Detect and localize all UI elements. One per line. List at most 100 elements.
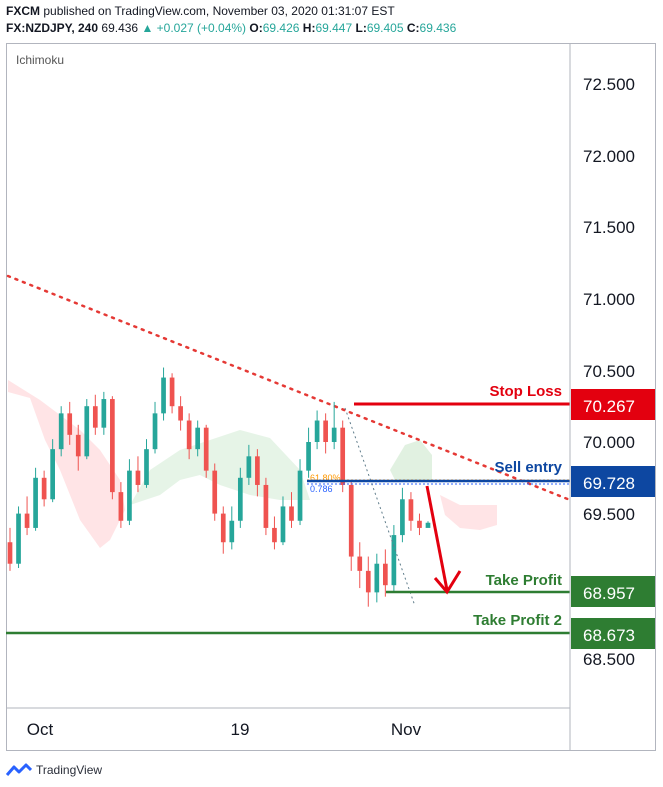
candle-body (212, 470, 218, 514)
y-tick-label: 72.000 (583, 147, 635, 166)
candle-body (118, 492, 124, 521)
stop-loss-badge: 70.267 (583, 397, 635, 416)
last-price: 69.436 (101, 21, 139, 35)
take-profit-label: Take Profit (486, 572, 562, 589)
high-value: 69.447 (315, 21, 353, 35)
symbol-line: FX:NZDJPY, 240 69.436 ▲ +0.027 (+0.04%) … (6, 21, 456, 35)
candle-body (417, 520, 422, 528)
take-profit-2-badge-bg (571, 618, 655, 649)
tradingview-brand[interactable]: TradingView (36, 763, 103, 777)
x-tick-label: Oct (27, 720, 54, 739)
footer: TradingView (6, 760, 102, 780)
chart-header: FXCM published on TradingView.com, Novem… (0, 0, 663, 40)
stop-loss-label: Stop Loss (489, 383, 562, 400)
arrow-head (433, 570, 462, 595)
candle-body (84, 406, 90, 457)
y-axis[interactable]: 72.500 72.000 71.500 71.000 70.500 70.00… (583, 75, 635, 669)
candle-body (280, 506, 286, 543)
low-label: L: (355, 21, 367, 35)
chart-frame[interactable] (6, 43, 656, 751)
indicator-label[interactable]: Ichimoku (16, 53, 65, 67)
candle-body (67, 413, 73, 435)
sell-entry-badge-bg (571, 466, 655, 497)
candle-body (289, 506, 294, 521)
cloud-bear-right (440, 495, 497, 530)
candles-group (7, 367, 431, 607)
candle-body (144, 449, 149, 485)
candle-body (203, 427, 209, 471)
fib-618-label: 61.80% (310, 473, 341, 483)
tradingview-logo-icon (6, 763, 32, 776)
symbol-label[interactable]: FX:NZDJPY, 240 (6, 21, 99, 35)
candle-body (127, 470, 132, 521)
candle-body (348, 484, 354, 557)
candle-body (101, 399, 107, 428)
candle-body (255, 456, 260, 485)
candle-body (408, 499, 414, 521)
price-change: ▲ +0.027 (+0.04%) (141, 21, 247, 35)
candle-body (340, 427, 346, 485)
price-badges: 70.267 69.728 68.957 68.673 (571, 389, 655, 649)
candle-body (75, 434, 81, 457)
candle-body (178, 406, 183, 421)
candle-body (314, 420, 320, 442)
candle-body (272, 527, 277, 543)
publisher-name[interactable]: FXCM (6, 4, 40, 18)
take-profit-2-label: Take Profit 2 (473, 612, 562, 629)
y-tick-label: 71.500 (583, 218, 635, 237)
candle-body (246, 456, 252, 478)
stop-loss-badge-bg (571, 389, 655, 420)
x-tick-label: 19 (231, 720, 250, 739)
y-tick-label: 68.500 (583, 650, 635, 669)
take-profit-2-badge: 68.673 (583, 626, 635, 645)
candle-body (306, 442, 311, 471)
candle-body (357, 556, 363, 571)
y-tick-label: 71.000 (583, 290, 635, 309)
y-tick-label: 70.500 (583, 362, 635, 381)
candle-body (425, 522, 431, 528)
candle-body (400, 499, 405, 536)
candle-body (41, 477, 47, 500)
candle-body (331, 427, 337, 442)
open-label: O: (249, 21, 263, 35)
candle-body (16, 513, 21, 564)
candle-body (323, 420, 328, 442)
fib-retracement[interactable]: 61.80% 0.786 (307, 407, 570, 607)
candle-body (195, 427, 201, 450)
candle-body (152, 413, 158, 450)
candle-body (58, 413, 64, 450)
candle-body (186, 420, 192, 450)
close-label: C: (406, 21, 420, 35)
take-profit-badge-bg (571, 576, 655, 607)
close-value: 69.436 (419, 21, 457, 35)
publish-line: FXCM published on TradingView.com, Novem… (6, 4, 395, 18)
arrow-shaft (425, 485, 449, 591)
published-text: published on TradingView.com, November 0… (43, 4, 395, 18)
candle-body (135, 470, 141, 485)
candle-body (169, 377, 175, 407)
candle-body (92, 406, 98, 428)
candle-body (263, 484, 269, 528)
x-axis[interactable]: Oct 19 Nov (27, 720, 422, 739)
candle-body (365, 570, 371, 593)
candle-body (374, 563, 380, 593)
y-tick-label: 69.500 (583, 505, 635, 524)
candle-body (33, 477, 38, 528)
candle-body (391, 535, 397, 586)
candle-body (229, 520, 235, 543)
projection-arrow (425, 485, 462, 595)
take-profit-badge: 68.957 (583, 584, 635, 603)
y-tick-label: 72.500 (583, 75, 635, 94)
x-tick-label: Nov (391, 720, 422, 739)
fib-diagonal (344, 407, 416, 607)
low-value: 69.405 (366, 21, 404, 35)
candle-body (383, 563, 388, 586)
candle-body (50, 449, 55, 500)
candle-body (297, 470, 303, 521)
trendline[interactable] (6, 274, 572, 502)
candle-body (7, 542, 13, 564)
sell-entry-badge: 69.728 (583, 474, 635, 493)
high-label: H: (302, 21, 316, 35)
candle-body (237, 477, 243, 521)
